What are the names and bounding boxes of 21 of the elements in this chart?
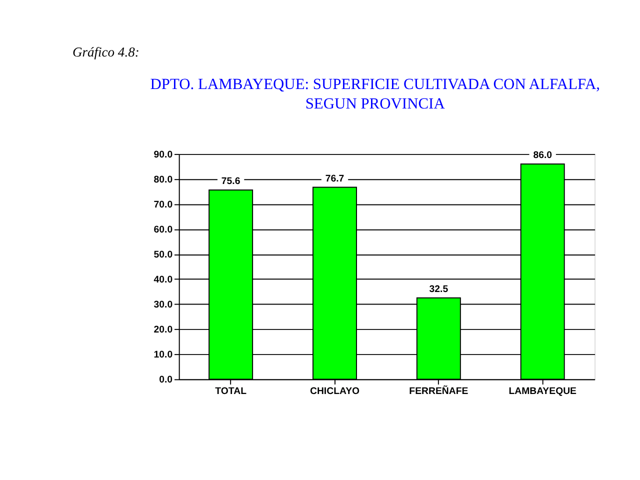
y-tick-label: 30.0 xyxy=(154,300,173,311)
data-label: 32.5 xyxy=(429,284,449,296)
y-tick-label: 60.0 xyxy=(154,224,173,236)
x-tick-label: TOTAL xyxy=(215,386,247,398)
data-label: 86.0 xyxy=(533,150,552,162)
y-tick-label: 10.0 xyxy=(154,350,173,361)
y-tick-label: 70.0 xyxy=(154,199,173,210)
data-label: 75.6 xyxy=(221,176,241,188)
text: DPTO. LAMBAYEQUE: SUPERFICIE CULTIVADA CON ALFALFA, xyxy=(150,76,600,94)
x-tick-label: LAMBAYEQUE xyxy=(508,386,578,398)
x-tick-label: FERREÑAFE xyxy=(409,385,469,398)
text: SEGUN PROVINCIA xyxy=(305,96,445,113)
text: Gráfico 4.8: xyxy=(72,44,140,60)
x-tick-label: CHICLAYO xyxy=(310,386,360,398)
y-tick-label: 90.0 xyxy=(154,149,173,160)
y-tick-label: 20.0 xyxy=(154,324,173,336)
y-tick-label: 50.0 xyxy=(154,249,173,260)
data-label: 76.7 xyxy=(325,173,344,184)
y-tick-label: 80.0 xyxy=(154,174,173,186)
y-tick-label: 0.0 xyxy=(159,374,173,386)
y-tick-label: 40.0 xyxy=(154,274,173,286)
